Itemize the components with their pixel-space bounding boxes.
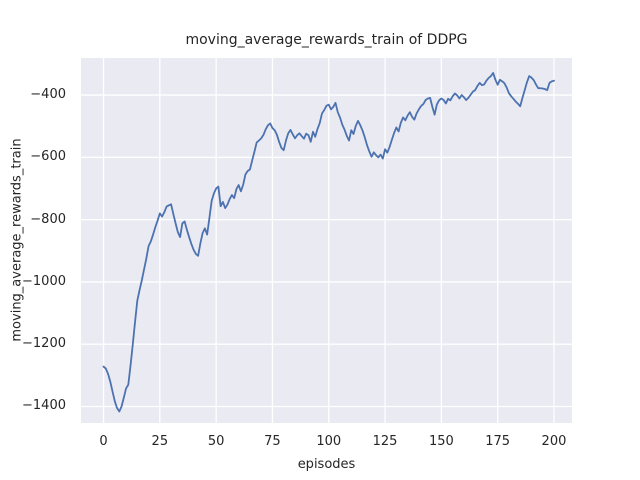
y-axis-label: moving_average_rewards_train — [9, 138, 25, 342]
x-tick-label: 75 — [264, 434, 281, 449]
y-tick-label: −600 — [30, 149, 66, 165]
data-line — [102, 72, 555, 413]
y-tick-label: −1400 — [22, 398, 66, 414]
x-tick-label: 175 — [485, 434, 511, 449]
x-axis-label: episodes — [297, 457, 356, 472]
x-tick-label: 0 — [99, 434, 108, 449]
x-tick-label: 50 — [207, 434, 225, 449]
y-tick-label: −400 — [30, 87, 66, 103]
y-tick-label: −800 — [30, 211, 66, 227]
x-tick-label: 125 — [372, 434, 398, 449]
x-tick-label: 100 — [316, 434, 342, 449]
x-tick-label: 25 — [151, 434, 169, 449]
x-tick-label: 200 — [541, 434, 567, 449]
chart-title: moving_average_rewards_train of DDPG — [185, 32, 468, 48]
plot-area — [81, 58, 572, 423]
y-tick-label: −1200 — [22, 336, 66, 352]
x-tick-label: 150 — [428, 434, 454, 449]
y-tick-label: −1000 — [22, 273, 66, 289]
